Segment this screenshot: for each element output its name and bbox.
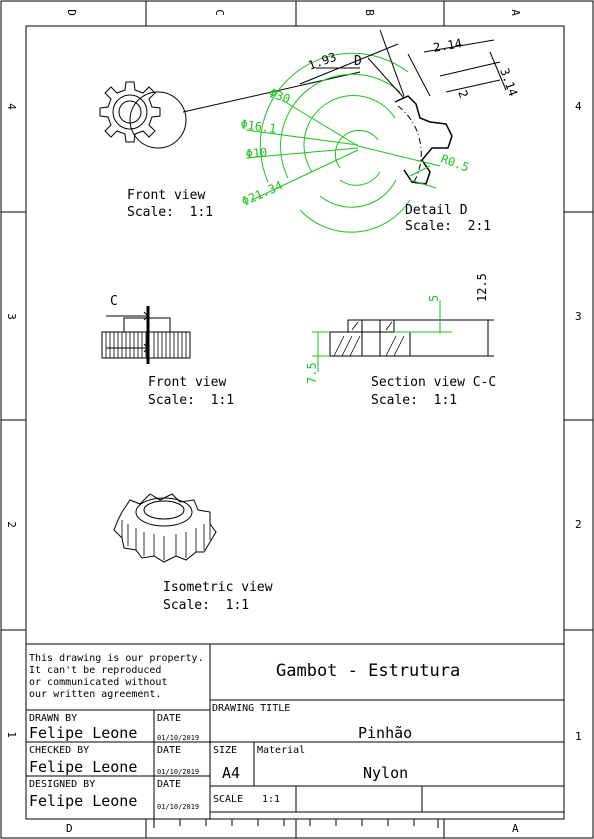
drawn-by-label: DRAWN BY xyxy=(29,713,78,724)
zone-top-c: C xyxy=(212,9,226,16)
drawing-title: Pinhão xyxy=(358,724,413,742)
ownership-notice-line-1: This drawing is our property. xyxy=(29,653,204,664)
front-mid-title: Front view xyxy=(148,375,227,390)
dim-phi10: Φ10 xyxy=(245,145,268,161)
dim-7-5: 7.5 xyxy=(305,362,319,384)
zone-left-2: 2 xyxy=(4,521,18,528)
section-scale: Scale: 1:1 xyxy=(371,393,458,408)
designed-date-label: DATE xyxy=(157,779,182,790)
zone-bottom-a: A xyxy=(512,822,519,835)
gear-front-top xyxy=(99,71,361,149)
dim-3-14: 3.14 xyxy=(497,66,520,98)
material-value: Nylon xyxy=(363,764,409,782)
designed-date-value: 01/10/2019 xyxy=(157,803,200,811)
front-top-scale: Scale: 1:1 xyxy=(127,205,214,220)
dim-r05: R0.5 xyxy=(439,152,471,175)
zone-top-d: D xyxy=(64,9,78,16)
drawing-title-label: DRAWING TITLE xyxy=(212,703,291,714)
dim-5: 5 xyxy=(427,295,441,302)
section-view xyxy=(312,300,494,372)
section-marker-c: C xyxy=(110,294,118,309)
zone-right-2: 2 xyxy=(575,518,582,531)
designed-by-value: Felipe Leone xyxy=(29,792,138,810)
checked-date-label: DATE xyxy=(157,745,182,756)
scale-value: 1:1 xyxy=(262,794,281,805)
zone-left-1: 1 xyxy=(4,731,18,738)
dim-12-5: 12.5 xyxy=(475,273,489,302)
front-mid-scale: Scale: 1:1 xyxy=(148,393,235,408)
isometric-title: Isometric view xyxy=(163,580,273,595)
front-top-title: Front view xyxy=(127,188,206,203)
drawn-date-label: DATE xyxy=(157,713,182,724)
size-value: A4 xyxy=(222,764,241,782)
title-block-grid xyxy=(26,643,564,819)
isometric-scale: Scale: 1:1 xyxy=(163,598,250,613)
material-label: Material xyxy=(257,745,306,756)
zone-top-b: B xyxy=(362,9,376,16)
zone-right-4: 4 xyxy=(575,100,582,113)
zone-bottom-d: D xyxy=(66,822,73,835)
gear-front-mid xyxy=(101,306,191,364)
gear-isometric xyxy=(113,493,217,563)
detail-d-scale: Scale: 2:1 xyxy=(405,219,492,234)
detail-d-title: Detail D xyxy=(405,203,468,218)
zone-right-1: 1 xyxy=(575,730,582,743)
dim-phi21: Φ21.34 xyxy=(240,178,285,208)
zone-left-3: 3 xyxy=(4,313,18,320)
checked-by-label: CHECKED BY xyxy=(29,745,90,756)
ownership-notice-line-3: or communicated without xyxy=(29,677,168,688)
zone-top-a: A xyxy=(508,9,522,16)
project-title: Gambot - Estrutura xyxy=(276,661,461,681)
dim-2-14: 2.14 xyxy=(432,36,463,55)
drawn-date-value: 01/10/2019 xyxy=(157,734,200,742)
checked-date-value: 01/10/2019 xyxy=(157,768,200,776)
detail-d-geometry xyxy=(245,29,507,233)
drawn-by-value: Felipe Leone xyxy=(29,724,138,742)
dim-2: 2 xyxy=(455,88,471,100)
zone-right-3: 3 xyxy=(575,310,582,323)
scale-label: SCALE xyxy=(213,794,244,805)
section-title: Section view C-C xyxy=(371,375,497,390)
zone-left-4: 4 xyxy=(4,103,18,110)
designed-by-label: DESIGNED BY xyxy=(29,779,96,790)
ownership-notice-line-4: our written agreement. xyxy=(29,689,162,700)
dim-phi16: Φ16.1 xyxy=(240,117,278,136)
ownership-notice-line-2: It can't be reproduced xyxy=(29,665,162,676)
checked-by-value: Felipe Leone xyxy=(29,758,138,776)
size-label: SIZE xyxy=(213,745,238,756)
detail-d-marker: D xyxy=(354,54,362,69)
dim-phi30: Φ30 xyxy=(267,86,292,107)
dim-1-93: 1.93 xyxy=(306,50,338,73)
